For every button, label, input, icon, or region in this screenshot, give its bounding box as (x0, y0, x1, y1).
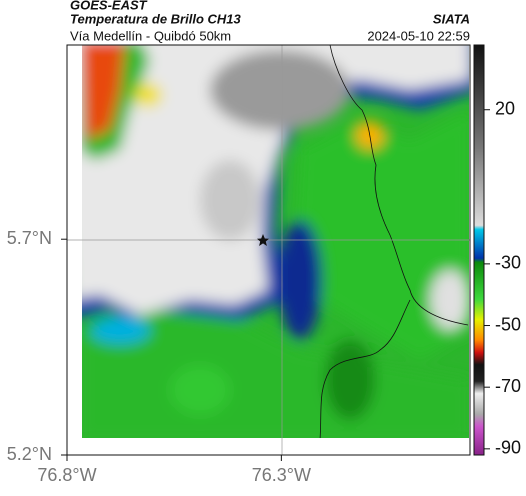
map-frame (66, 44, 471, 456)
colorbar-tick-label: -70 (495, 376, 521, 396)
colorbar-tick-label: -50 (495, 314, 521, 334)
lat-tick-label: 5.7°N (7, 228, 52, 248)
colorbar (473, 44, 485, 456)
lon-tick-label: 76.3°W (252, 465, 311, 485)
subtitle: Temperatura de Brillo CH13 (70, 11, 242, 26)
lon-tick-label: 76.8°W (37, 465, 96, 485)
lat-tick-label: 5.2°N (7, 444, 52, 464)
colorbar-tick-label: 20 (495, 98, 515, 118)
colorbar-tick-label: -90 (495, 438, 521, 458)
city-marker (257, 234, 269, 246)
datetime: 2024-05-10 22:59 (367, 28, 470, 43)
title: GOES-EAST (70, 0, 148, 12)
source: SIATA (433, 11, 470, 26)
axes: 5.7°N 5.2°N76.8°W 76.3°W 20 -30 -50 -70 -90 (7, 98, 521, 484)
colorbar-tick-label: -30 (495, 253, 521, 273)
route: Vía Medellín - Quibdó 50km (70, 28, 231, 43)
satellite-image (82, 45, 469, 438)
